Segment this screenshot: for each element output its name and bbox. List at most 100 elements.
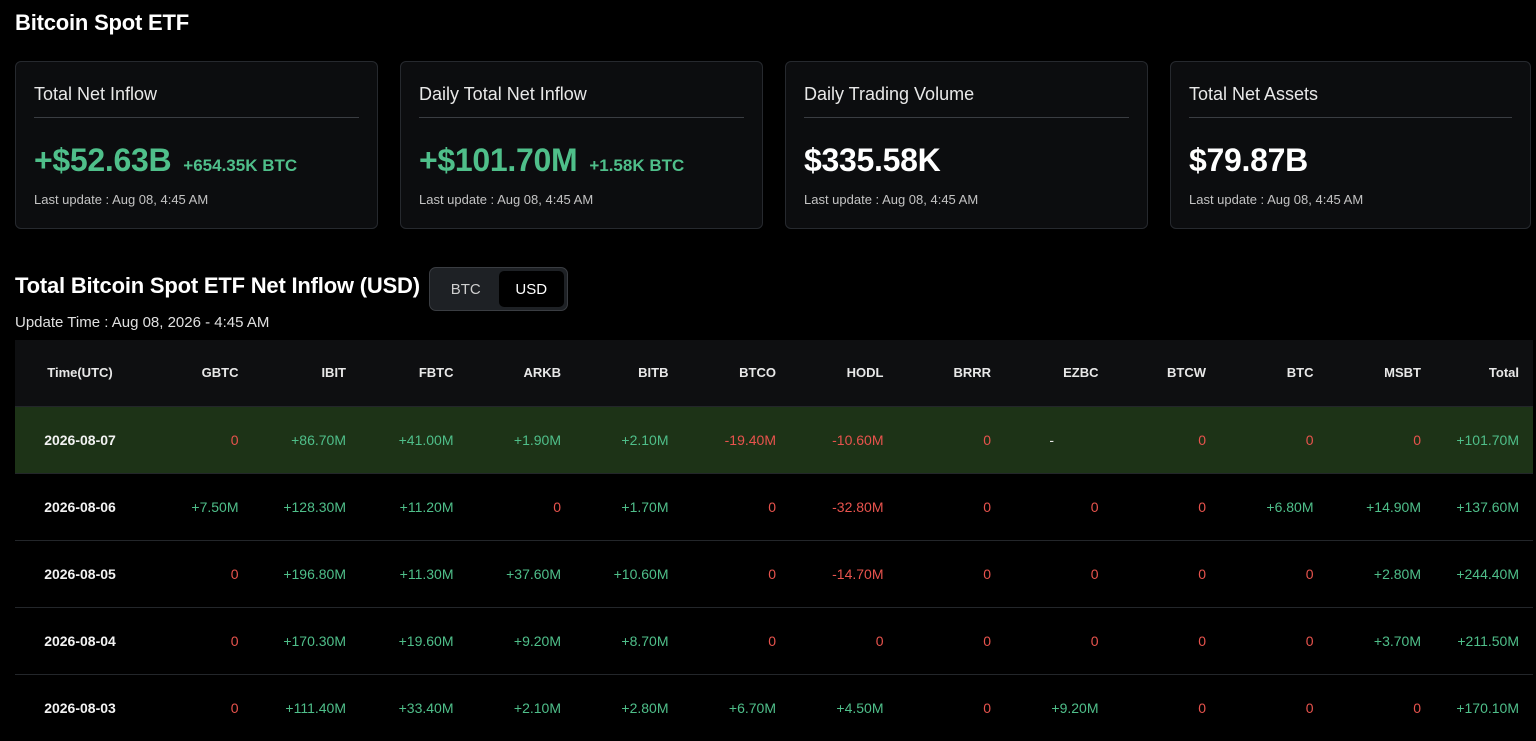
table-cell: 0 — [768, 632, 776, 649]
table-row: 2026-08-06 +7.50M +128.30M +11.20M 0 +1.70M 0 -… — [15, 473, 1533, 540]
column-header-ibit[interactable]: IBIT — [321, 365, 346, 381]
table-cell: 0 — [230, 431, 239, 448]
column-header-fbtc[interactable]: FBTC — [418, 365, 454, 381]
column-header-msbt[interactable]: MSBT — [1384, 365, 1421, 381]
table-cell: +244.40M — [1456, 565, 1519, 582]
table-cell: +2.80M — [621, 699, 669, 716]
table-cell: -19.40M — [724, 431, 776, 448]
card-sub-value: +654.35K BTC — [183, 156, 298, 175]
table-cell: +10.60M — [613, 565, 669, 582]
card-last-update: Last update : Aug 08, 4:45 AM — [34, 192, 209, 207]
row-date: 2026-08-05 — [44, 565, 116, 582]
card-title: Daily Trading Volume — [804, 84, 1129, 118]
table-cell: 0 — [230, 565, 239, 582]
table-cell: +1.70M — [621, 498, 669, 515]
table-cell: 0 — [1090, 498, 1099, 515]
table-cell: +37.60M — [506, 565, 561, 582]
table-cell: 0 — [1198, 699, 1206, 716]
table-cell: +14.90M — [1366, 498, 1421, 515]
table-cell: 0 — [983, 632, 991, 649]
column-header-btco[interactable]: BTCO — [739, 365, 776, 381]
table-cell: +86.70M — [291, 431, 346, 448]
column-header-time-utc[interactable]: Time(UTC) — [47, 365, 113, 381]
table-cell: +9.20M — [513, 632, 561, 649]
table-cell: 0 — [1198, 498, 1206, 515]
table-cell: 0 — [983, 699, 991, 716]
table-cell: -10.60M — [832, 431, 884, 448]
table-cell: +111.40M — [285, 699, 346, 716]
table-row: 2026-08-05 0 +196.80M +11.30M +37.60M +10.60M… — [15, 540, 1533, 607]
row-date: 2026-08-03 — [44, 699, 116, 716]
card-value: +$52.63B — [34, 142, 172, 178]
table-cell: +7.50M — [191, 498, 239, 515]
toggle-btc-button[interactable]: BTC — [450, 280, 481, 298]
card-total-net-inflow: Total Net Inflow +$52.63B +654.35K BTC L… — [15, 61, 378, 229]
table-cell: 0 — [768, 498, 776, 515]
table-cell: 0 — [875, 632, 884, 649]
column-header-btcw[interactable]: BTCW — [1167, 365, 1206, 381]
table-cell: 0 — [983, 565, 991, 582]
table-cell: +101.70M — [1456, 431, 1519, 448]
card-title: Total Net Inflow — [34, 84, 359, 118]
update-time: Update Time : Aug 08, 2026 - 4:45 AM — [15, 314, 270, 331]
table-header-row: Time(UTC) GBTC IBIT FBTC ARKB BITB BTCO HODL BRR… — [15, 340, 1533, 406]
currency-toggle: BTC USD — [429, 267, 568, 311]
table-cell: 0 — [1305, 632, 1314, 649]
card-title: Daily Total Net Inflow — [419, 84, 744, 118]
table-cell: +196.80M — [283, 565, 346, 582]
card-total-net-assets: Total Net Assets $79.87B Last update : A… — [1170, 61, 1531, 229]
table-row: 2026-08-07 0 +86.70M +41.00M +1.90M +2.10M -19… — [15, 406, 1533, 473]
table-cell: +211.50M — [1457, 632, 1519, 649]
card-last-update: Last update : Aug 08, 4:45 AM — [804, 192, 979, 207]
table-body: 2026-08-07 0 +86.70M +41.00M +1.90M +2.10M -19… — [15, 406, 1533, 741]
column-header-total[interactable]: Total — [1488, 365, 1519, 381]
card-daily-trading-volume: Daily Trading Volume $335.58K Last updat… — [785, 61, 1148, 229]
summary-cards: Total Net Inflow +$52.63B +654.35K BTC L… — [15, 61, 1531, 229]
column-header-ezbc[interactable]: EZBC — [1063, 365, 1099, 381]
column-header-brrr[interactable]: BRRR — [953, 365, 991, 381]
column-header-gbtc[interactable]: GBTC — [201, 365, 239, 381]
column-header-bitb[interactable]: BITB — [638, 365, 669, 381]
table-cell: 0 — [983, 431, 991, 448]
table-cell: +33.40M — [398, 699, 454, 716]
table-cell: +19.60M — [398, 632, 454, 649]
card-sub-value: +1.58K BTC — [589, 156, 685, 175]
table-cell: +6.80M — [1266, 498, 1314, 515]
table-cell: 0 — [1413, 431, 1421, 448]
table-cell: +3.70M — [1373, 632, 1421, 649]
table-cell: +137.60M — [1456, 498, 1519, 515]
table-cell: +11.30M — [399, 565, 454, 582]
row-date: 2026-08-04 — [44, 632, 116, 649]
card-value: $79.87B — [1189, 142, 1308, 178]
column-header-btc[interactable]: BTC — [1286, 365, 1314, 381]
column-header-hodl[interactable]: HODL — [846, 365, 884, 381]
table-cell: 0 — [1090, 632, 1099, 649]
table-cell: 0 — [1198, 431, 1206, 448]
table-cell: +8.70M — [621, 632, 669, 649]
table-cell: 0 — [1305, 431, 1314, 448]
table-cell: 0 — [1198, 565, 1206, 582]
table-cell: 0 — [230, 699, 239, 716]
table-cell: +2.10M — [513, 699, 561, 716]
table-cell: 0 — [1305, 699, 1314, 716]
table-cell: +2.80M — [1373, 565, 1421, 582]
table-cell: 0 — [1090, 565, 1099, 582]
table-cell: +4.50M — [836, 699, 884, 716]
table-cell: +170.10M — [1456, 699, 1519, 716]
row-date: 2026-08-06 — [44, 498, 116, 515]
card-last-update: Last update : Aug 08, 4:45 AM — [419, 192, 594, 207]
table-cell: 0 — [553, 498, 561, 515]
row-date: 2026-08-07 — [44, 431, 116, 448]
table-row: 2026-08-03 0 +111.40M +33.40M +2.10M +2.80M +6… — [15, 674, 1533, 741]
table-cell: 0 — [1198, 632, 1206, 649]
net-inflow-table: Time(UTC) GBTC IBIT FBTC ARKB BITB BTCO HODL BRR… — [15, 340, 1533, 741]
card-daily-total-net-inflow: Daily Total Net Inflow +$101.70M +1.58K … — [400, 61, 763, 229]
page-title: Bitcoin Spot ETF — [15, 10, 190, 35]
table-cell: 0 — [983, 498, 991, 515]
table-cell: +128.30M — [283, 498, 346, 515]
table-cell: 0 — [1305, 565, 1314, 582]
toggle-usd-button[interactable]: USD — [498, 271, 564, 307]
table-cell: +41.00M — [398, 431, 454, 448]
table-cell: -32.80M — [832, 498, 884, 515]
column-header-arkb[interactable]: ARKB — [523, 365, 561, 381]
